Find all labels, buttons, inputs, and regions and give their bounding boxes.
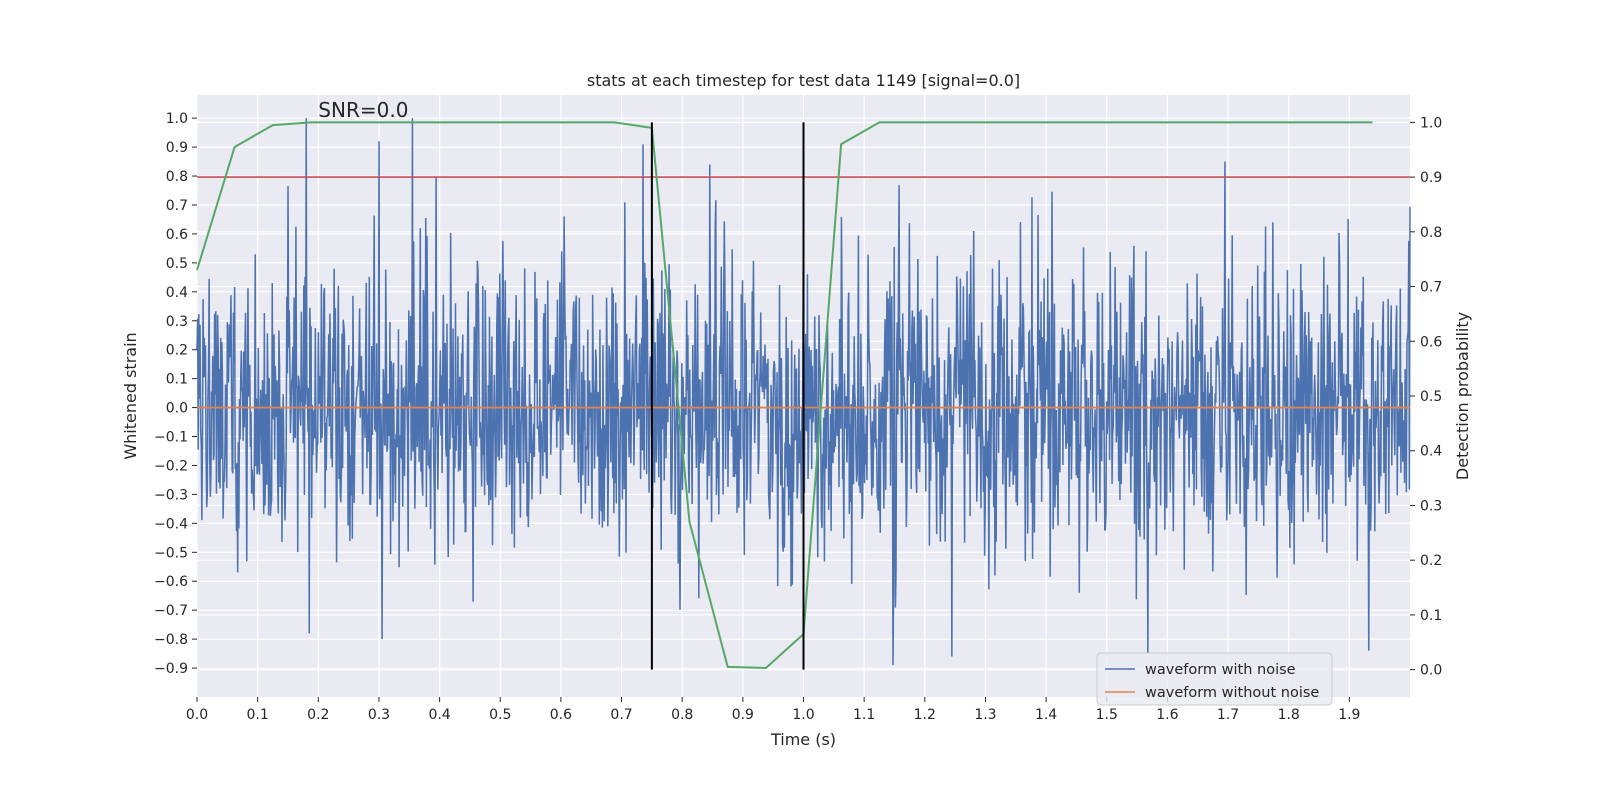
x-tick-label: 0.8 [671,707,693,723]
y-left-tick-label: 0.6 [166,227,188,243]
x-tick-label: 1.1 [853,707,875,723]
y-left-tick-label: 0.8 [166,169,188,185]
y-right-tick-label: 0.1 [1420,608,1442,624]
y-right-tick-label: 0.7 [1420,280,1442,296]
x-tick-label: 0.4 [428,707,450,723]
x-tick-label: 1.0 [792,707,814,723]
y-right-tick-label: 0.0 [1420,663,1442,679]
x-axis-label: Time (s) [770,730,836,749]
snr-annotation: SNR=0.0 [318,98,408,122]
x-tick-label: 0.7 [610,707,632,723]
y-left-tick-label: 0.1 [166,372,188,388]
x-tick-label: 1.5 [1096,707,1118,723]
legend: waveform with noise waveform without noi… [1096,652,1333,706]
y-right-tick-label: 1.0 [1420,115,1442,131]
x-tick-label: 1.4 [1035,707,1057,723]
x-tick-label: 1.7 [1217,707,1239,723]
y-right-tick-label: 0.4 [1420,444,1442,460]
x-tick-label: 1.8 [1278,707,1300,723]
legend-label-waveform-with-noise: waveform with noise [1145,662,1296,678]
y-right-tick-label: 0.8 [1420,225,1442,241]
y-left-tick-label: 1.0 [166,111,188,127]
x-tick-label: 1.2 [914,707,936,723]
x-tick-label: 0.6 [550,707,572,723]
y-left-tick-label: −0.8 [154,632,188,648]
y-left-tick-label: 0.4 [166,285,188,301]
y-right-tick-label: 0.3 [1420,498,1442,514]
x-tick-label: 0.3 [368,707,390,723]
x-tick-label: 0.9 [732,707,754,723]
y-right-tick-label: 0.2 [1420,553,1442,569]
y-left-tick-label: 0.0 [166,401,188,417]
y-left-tick-label: 0.5 [166,256,188,272]
y-right-tick-label: 0.5 [1420,389,1442,405]
ticks-layer: 0.0 0.1 0.2 0.3 0.4 0.5 0.6 0.7 0.8 0.9 1.0 1.1 1.2 1… [154,111,1442,723]
legend-box [1096,652,1333,706]
y-left-tick-label: −0.9 [154,661,188,677]
y-left-tick-label: 0.9 [166,140,188,156]
x-tick-label: 0.2 [307,707,329,723]
x-tick-label: 0.1 [247,707,269,723]
series-detection-probability [196,121,1373,670]
y-left-tick-label: 0.7 [166,198,188,214]
series-layer [196,118,1411,670]
y-left-tick-label: −0.7 [154,603,188,619]
y-left-tick-label: −0.1 [154,430,188,446]
legend-label-waveform-without-noise: waveform without noise [1145,685,1319,701]
y-left-axis-label: Whitened strain [121,332,140,459]
chart-title: stats at each timestep for test data 114… [587,71,1020,90]
x-tick-label: 1.6 [1156,707,1178,723]
x-tick-label: 0.5 [489,707,511,723]
y-left-tick-label: −0.5 [154,545,188,561]
y-right-tick-label: 0.9 [1420,170,1442,186]
x-tick-label: 1.9 [1338,707,1360,723]
x-tick-label: 0.0 [186,707,208,723]
x-tick-label: 1.3 [974,707,996,723]
y-left-tick-label: −0.2 [154,458,188,474]
y-right-axis-label: Detection probability [1453,312,1472,480]
y-left-tick-label: −0.4 [154,516,188,532]
y-left-tick-label: 0.3 [166,314,188,330]
y-left-tick-label: −0.3 [154,487,188,503]
y-left-tick-label: 0.2 [166,343,188,359]
y-left-tick-label: −0.6 [154,574,188,590]
y-right-tick-label: 0.6 [1420,334,1442,350]
